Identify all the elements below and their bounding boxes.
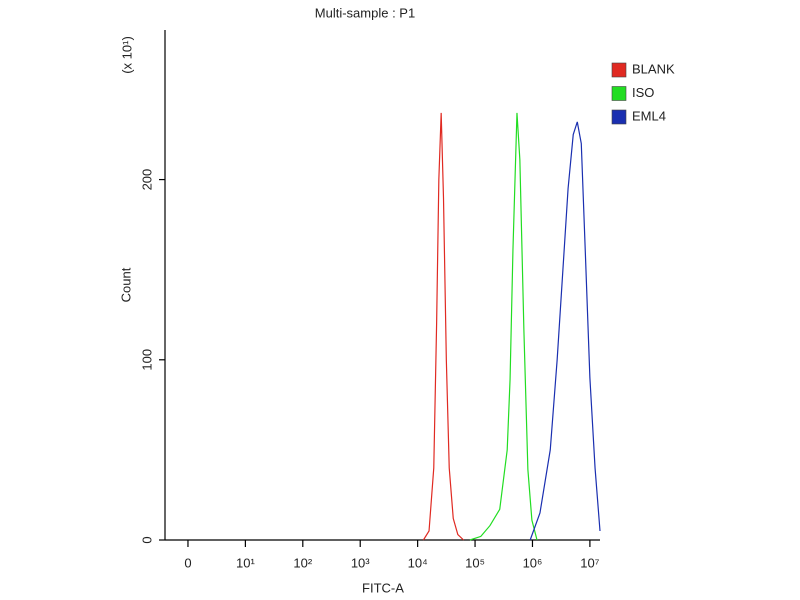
chart-title: Multi-sample : P1	[315, 5, 415, 20]
x-tick-label: 10³	[351, 555, 370, 570]
legend-label: BLANK	[632, 61, 675, 76]
x-tick-label: 10²	[293, 555, 312, 570]
legend-swatch	[611, 109, 627, 125]
y-multiplier: (x 10¹)	[119, 36, 134, 74]
legend-label: EML4	[632, 108, 666, 123]
histogram-line	[422, 112, 464, 541]
legend-swatch	[611, 86, 627, 101]
x-tick-label: 10⁴	[408, 555, 428, 570]
x-tick-label: 10⁶	[523, 555, 543, 570]
legend-label: ISO	[632, 85, 654, 100]
x-tick-label: 10⁵	[465, 555, 485, 570]
y-tick-label: 100	[139, 349, 154, 371]
x-tick-label: 0	[184, 555, 191, 570]
y-axis-label: Count	[118, 267, 133, 302]
y-tick-label: 0	[139, 536, 154, 543]
histogram-line	[469, 112, 538, 541]
x-tick-label: 10⁷	[580, 555, 599, 570]
x-axis-label: FITC-A	[362, 580, 404, 595]
histogram-line	[529, 121, 601, 541]
legend-swatch	[611, 62, 627, 78]
x-tick-label: 10¹	[236, 555, 255, 570]
y-tick-label: 200	[139, 169, 154, 191]
